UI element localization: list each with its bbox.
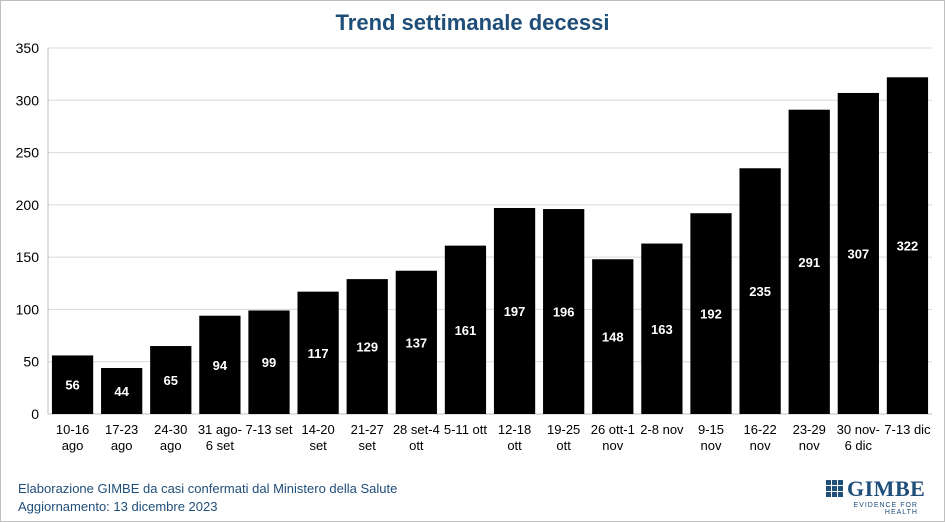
bar bbox=[837, 92, 879, 415]
y-tick-label: 250 bbox=[16, 145, 40, 161]
bar bbox=[395, 270, 437, 414]
bar bbox=[248, 310, 290, 414]
x-tick-label: 31 ago-6 set bbox=[198, 422, 242, 453]
bar bbox=[444, 245, 487, 414]
bar bbox=[641, 243, 683, 414]
data-label: 148 bbox=[602, 330, 624, 345]
axes bbox=[47, 48, 932, 415]
data-label: 196 bbox=[553, 305, 575, 320]
y-tick-label: 150 bbox=[16, 249, 40, 265]
data-label: 117 bbox=[308, 346, 329, 361]
y-tick-label: 50 bbox=[23, 354, 39, 370]
bar bbox=[101, 367, 143, 414]
update-note: Aggiornamento: 13 dicembre 2023 bbox=[18, 499, 218, 514]
data-label: 192 bbox=[700, 307, 722, 322]
data-label: 163 bbox=[651, 322, 673, 337]
x-tick-label: 23-29 nov bbox=[793, 422, 826, 453]
data-label: 197 bbox=[504, 304, 526, 319]
bar bbox=[788, 109, 830, 414]
x-tick-label: 10-16 ago bbox=[56, 422, 89, 453]
y-tick-labels: 0 50 100 150 200 250 300 350 bbox=[16, 40, 40, 422]
x-tick-label: 9-15 nov bbox=[698, 422, 724, 453]
gridlines bbox=[48, 47, 932, 363]
y-tick-label: 100 bbox=[16, 301, 40, 317]
bar bbox=[346, 279, 388, 414]
x-tick-label: 21-27 set bbox=[351, 422, 384, 453]
x-tick-label: 30 nov-6 dic bbox=[837, 422, 880, 453]
bar bbox=[690, 213, 732, 414]
grid-logo-icon bbox=[826, 480, 844, 498]
x-tick-label: 19-25 ott bbox=[547, 422, 580, 453]
y-tick-label: 300 bbox=[16, 92, 40, 108]
bar bbox=[592, 259, 634, 414]
bar bbox=[297, 291, 339, 414]
data-label: 99 bbox=[262, 355, 276, 370]
data-label: 307 bbox=[847, 246, 869, 261]
x-tick-label: 26 ott-1 nov bbox=[591, 422, 635, 453]
logo-name: GIMBE bbox=[847, 476, 926, 501]
data-label: 94 bbox=[213, 358, 228, 373]
data-labels: 56 44 65 94 99 117 129 137 161 197 196 148 163 192 235… bbox=[65, 239, 918, 399]
chart-title: Trend settimanale decessi bbox=[335, 10, 610, 35]
bar bbox=[493, 207, 536, 414]
x-tick-label: 2-8 nov bbox=[640, 422, 684, 437]
y-tick-label: 350 bbox=[16, 40, 40, 56]
x-tick-label: 28 set-4 ott bbox=[393, 422, 440, 453]
source-note: Elaborazione GIMBE da casi confermati da… bbox=[18, 481, 398, 496]
y-tick-label: 0 bbox=[31, 406, 39, 422]
data-label: 44 bbox=[114, 384, 129, 399]
x-tick-labels: 10-16 ago 17-23 ago 24-30 ago 31 ago-6 set 7-13… bbox=[56, 422, 931, 453]
x-tick-label: 5-11 ott bbox=[444, 422, 488, 437]
x-tick-label: 24-30 ago bbox=[154, 422, 187, 453]
data-label: 235 bbox=[749, 284, 771, 299]
bars bbox=[51, 77, 929, 415]
bar bbox=[739, 168, 781, 414]
bar bbox=[51, 355, 94, 414]
data-label: 161 bbox=[455, 323, 477, 338]
bar bbox=[543, 209, 585, 414]
x-tick-label: 7-13 set bbox=[246, 422, 293, 437]
bar bbox=[886, 77, 929, 414]
data-label: 291 bbox=[798, 255, 820, 270]
x-tick-label: 17-23 ago bbox=[105, 422, 138, 453]
data-label: 65 bbox=[164, 373, 178, 388]
data-label: 129 bbox=[356, 340, 378, 355]
x-tick-label: 14-20 set bbox=[301, 422, 334, 453]
bar bbox=[150, 346, 192, 414]
data-label: 56 bbox=[65, 378, 79, 393]
gimbe-logo: GIMBE EVIDENCE FOR HEALTH bbox=[826, 476, 925, 516]
bar bbox=[199, 315, 241, 414]
data-label: 322 bbox=[897, 239, 919, 254]
y-tick-label: 200 bbox=[16, 197, 40, 213]
data-label: 137 bbox=[405, 335, 427, 350]
x-tick-label: 16-22 nov bbox=[743, 422, 776, 453]
x-tick-label: 12-18 ott bbox=[498, 422, 531, 453]
x-tick-label: 7-13 dic bbox=[884, 422, 931, 437]
logo-tagline: EVIDENCE FOR HEALTH bbox=[853, 502, 918, 516]
